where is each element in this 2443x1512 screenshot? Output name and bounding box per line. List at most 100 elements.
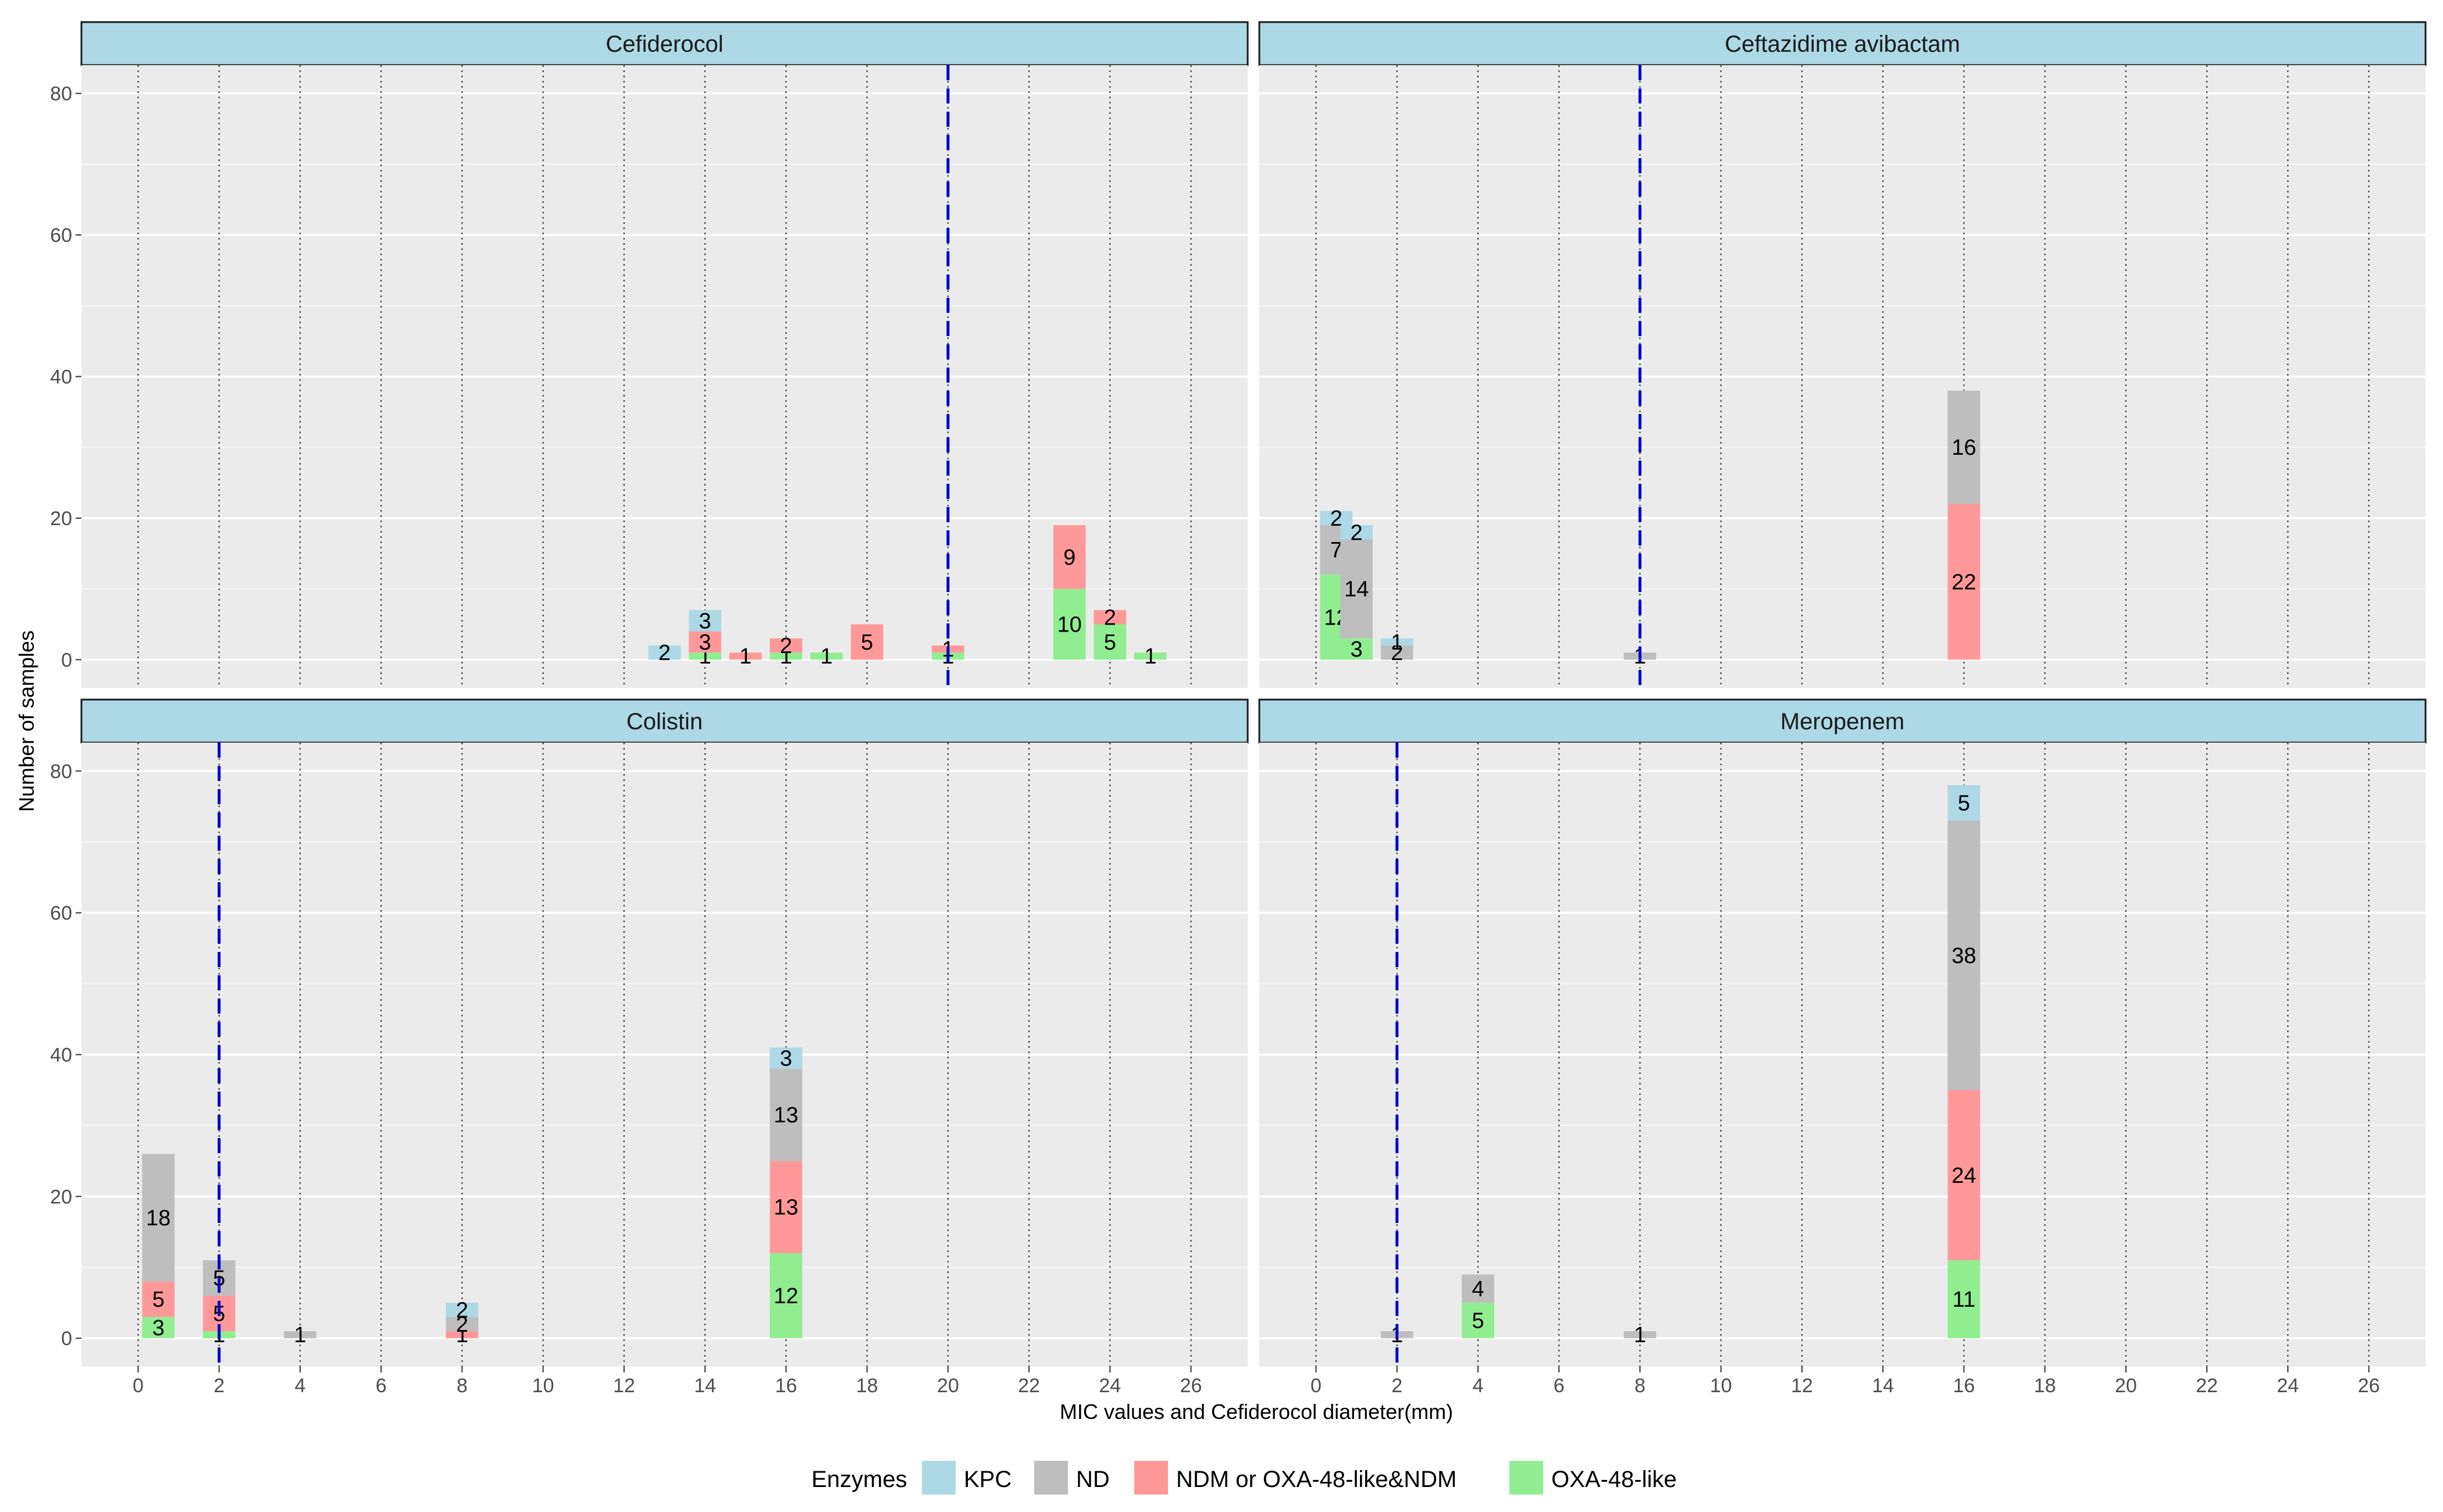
bar-segment-nd (770, 1068, 803, 1161)
bar-data-label: 2 (1391, 641, 1403, 665)
y-axis-title: Number of samples (15, 630, 38, 812)
bar-segment-oxa-48-like (1053, 589, 1086, 660)
x-tick-label: 6 (376, 1375, 387, 1397)
y-axis-cefiderocol: 0 20 40 60 80 (50, 83, 81, 671)
bar-data-label: 1 (1634, 1323, 1646, 1347)
x-tick-label: 18 (2034, 1375, 2056, 1397)
x-tick-label: 26 (1180, 1375, 1202, 1397)
legend-title: Enzymes (811, 1467, 907, 1492)
facet-panels: Cefiderocol21331121511109521Ceftazidime … (80, 21, 2427, 1367)
y-axis-colistin: 0 20 40 60 80 (50, 761, 81, 1350)
bar-data-label: 2 (1351, 520, 1363, 545)
bar-segment-nd (1340, 539, 1373, 639)
x-tick-label: 20 (2115, 1375, 2137, 1397)
x-tick-label: 2 (213, 1375, 225, 1397)
legend-key-kpc (922, 1461, 956, 1495)
bar-segment-nd (284, 1331, 316, 1339)
bar-segment-nd (1947, 821, 1981, 1090)
x-tick-label: 10 (532, 1375, 554, 1397)
bar-data-label: 14 (1344, 577, 1369, 602)
bar-data-label: 16 (1951, 436, 1976, 460)
bar-data-label: 1 (1144, 644, 1156, 669)
x-tick-label: 26 (2358, 1375, 2380, 1397)
bar-data-label: 1 (739, 644, 752, 669)
bar-segment-ndm-or-oxa-48-like-ndm (1947, 504, 1981, 660)
bar-data-label: 10 (1057, 612, 1082, 637)
bar-segment-ndm-or-oxa-48-like-ndm (1094, 610, 1127, 625)
bar-data-label: 3 (780, 1047, 792, 1071)
bar-segment-ndm-or-oxa-48-like-ndm (729, 652, 762, 660)
bar-data-label: 24 (1951, 1164, 1976, 1188)
facet-strip (80, 21, 1249, 66)
y-tick-label: 40 (50, 1044, 72, 1067)
bar-segment-oxa-48-like (1462, 1303, 1494, 1339)
bar-data-label: 3 (699, 630, 711, 655)
facet-cefiderocol: Cefiderocol21331121511109521 (80, 21, 1249, 688)
x-tick-label: 4 (1472, 1375, 1483, 1397)
legend: Enzymes KPC ND NDM or OXA-48-like&NDM OXA-4… (811, 1461, 1677, 1495)
bar-data-label: 1 (1391, 630, 1403, 655)
y-tick-label: 20 (50, 508, 72, 530)
bar-segment-ndm-or-oxa-48-like-ndm (1947, 1090, 1981, 1261)
x-tick-label: 6 (1554, 1375, 1565, 1397)
bar-data-label: 2 (456, 1298, 468, 1322)
x-tick-label: 0 (133, 1375, 144, 1397)
x-tick-label: 14 (694, 1375, 716, 1397)
bar-segment-kpc (1380, 638, 1413, 646)
facet-title: Meropenem (1780, 709, 1904, 734)
bar-segment-oxa-48-like (810, 652, 843, 660)
bar-data-label: 12 (774, 1284, 798, 1308)
bar-segment-oxa-48-like (142, 1317, 175, 1339)
y-tick-label: 80 (50, 83, 72, 105)
y-tick-label: 60 (50, 903, 72, 925)
facet-strip (1258, 21, 2427, 66)
facet-meropenem: Meropenem15411124385 (1258, 698, 2427, 1367)
legend-label-ndm-or-oxa-48-like-ndm: NDM or OXA-48-like&NDM (1176, 1467, 1456, 1492)
y-tick-label: 0 (61, 649, 72, 671)
bar-segment-ndm-or-oxa-48-like-ndm (1053, 525, 1086, 589)
bar-data-label: 13 (774, 1196, 798, 1220)
facet-ceftazidime-avibactam: Ceftazidime avibactam127231422112216 (1258, 21, 2427, 688)
x-tick-label: 24 (1099, 1375, 1121, 1397)
legend-label-nd: ND (1076, 1467, 1110, 1492)
bar-data-label: 18 (146, 1206, 170, 1231)
bar-segment-ndm-or-oxa-48-like-ndm (770, 638, 803, 653)
bar-data-label: 2 (780, 634, 792, 658)
x-tick-label: 12 (613, 1375, 635, 1397)
bar-segment-oxa-48-like (1340, 638, 1373, 660)
y-tick-label: 0 (61, 1328, 72, 1350)
facet-title: Cefiderocol (606, 31, 723, 57)
x-tick-label: 0 (1310, 1375, 1322, 1397)
bar-segment-nd (1462, 1274, 1494, 1303)
x-tick-label: 16 (1953, 1375, 1975, 1397)
x-tick-label: 2 (1391, 1375, 1402, 1397)
bar-segment-nd (446, 1317, 479, 1332)
bar-segment-kpc (446, 1303, 479, 1317)
bar-segment-ndm-or-oxa-48-like-ndm (142, 1281, 175, 1317)
bar-segment-nd (1947, 390, 1981, 504)
bar-segment-oxa-48-like (1134, 652, 1167, 660)
x-axis-title: MIC values and Cefiderocol diameter(mm) (1060, 1400, 1453, 1424)
y-axes: 0 20 40 60 80 0 20 40 60 80 (50, 83, 81, 1350)
x-axes: 0 2 4 6 8 10 12 14 16 18 20 22 24 26 0 2 4 6 8 10 12 14 16 18 20… (133, 1367, 2380, 1397)
bar-data-label: 5 (1472, 1309, 1484, 1333)
bar-data-label: 11 (1953, 1288, 1975, 1312)
bar-segment-oxa-48-like (689, 652, 721, 660)
bar-data-label: 4 (1472, 1277, 1484, 1301)
bar-data-label: 5 (1958, 791, 1970, 816)
legend-key-oxa-48-like (1509, 1461, 1543, 1495)
bar-data-label: 3 (152, 1316, 165, 1340)
legend-label-kpc: KPC (964, 1467, 1012, 1492)
bar-data-label: 3 (1351, 637, 1363, 662)
legend-key-nd (1034, 1461, 1068, 1495)
bar-segment-kpc (689, 610, 721, 632)
bar-data-label: 22 (1951, 570, 1976, 594)
facet-strip (1258, 698, 2427, 744)
bar-data-label: 2 (658, 641, 671, 665)
x-tick-label: 4 (294, 1375, 305, 1397)
bar-segment-oxa-48-like (1094, 624, 1127, 660)
bar-data-label: 5 (152, 1288, 165, 1312)
bar-segment-oxa-48-like (770, 1253, 803, 1339)
bar-data-label: 5 (861, 630, 873, 655)
bar-segment-nd (1623, 1331, 1657, 1339)
